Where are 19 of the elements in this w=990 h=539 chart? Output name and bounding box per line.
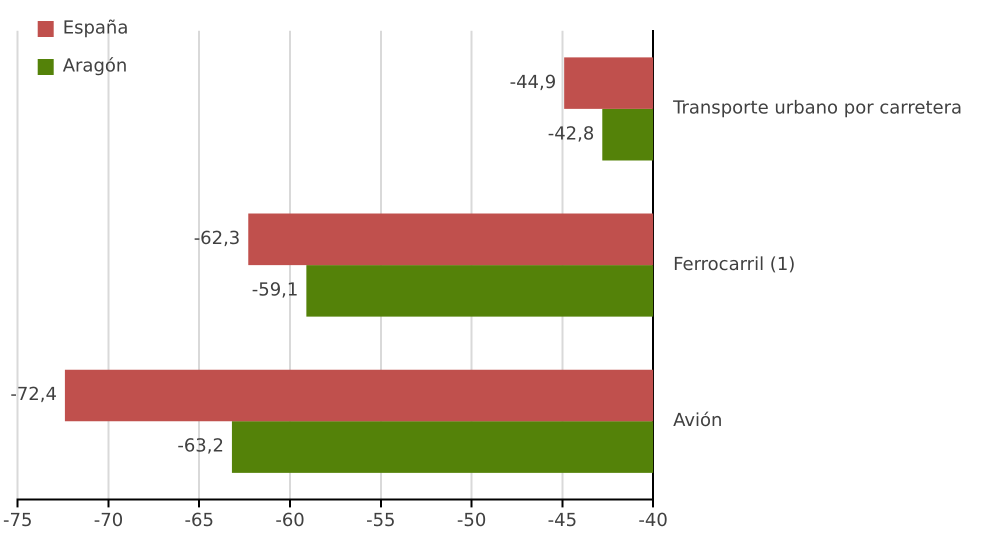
legend-label: Aragón — [62, 56, 128, 77]
x-tick-label: -45 — [548, 510, 578, 531]
y-tick-label: Avión — [673, 410, 722, 431]
data-label: -63,2 — [177, 436, 224, 457]
y-tick-label: Ferrocarril (1) — [673, 254, 796, 275]
data-label: -42,8 — [548, 123, 594, 144]
x-tick-label: -40 — [638, 510, 668, 531]
y-tick-label: Transporte urbano por carretera — [672, 98, 962, 119]
x-tick-label: -75 — [2, 510, 32, 531]
data-label: -44,9 — [510, 72, 556, 93]
data-label: -72,4 — [10, 384, 57, 406]
x-tick-label: -55 — [366, 510, 396, 531]
x-tick-label: -70 — [94, 510, 124, 531]
x-tick-label: -50 — [456, 510, 486, 531]
legend-label: España — [62, 18, 128, 39]
data-label: -59,1 — [252, 280, 298, 301]
x-tick-label: -65 — [184, 510, 214, 531]
data-label: -62,3 — [194, 228, 240, 249]
x-tick-label: -60 — [275, 510, 305, 531]
